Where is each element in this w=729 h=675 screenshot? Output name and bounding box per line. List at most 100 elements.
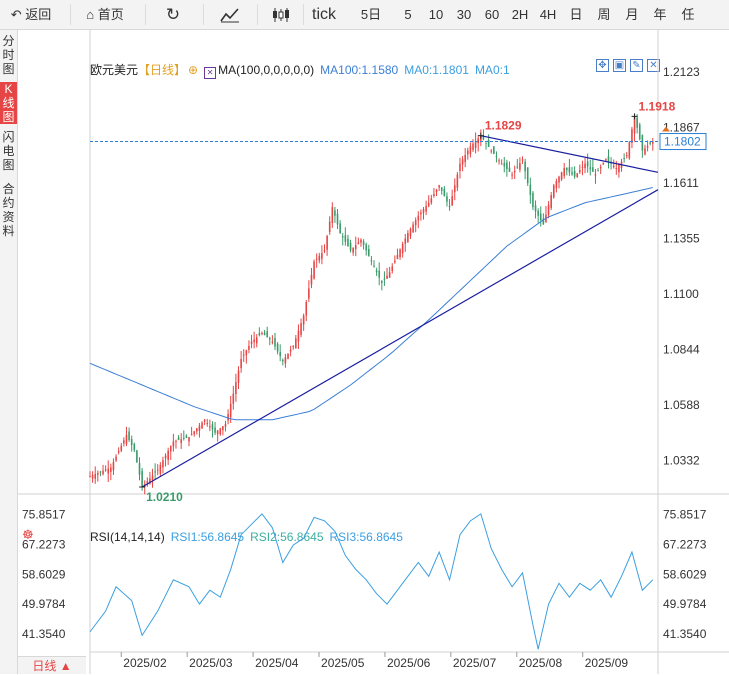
period-button-1[interactable]: 5 [404,7,412,22]
candle-body-48 [214,427,216,433]
sidebar-item-3[interactable]: 合约资料 [2,182,15,238]
y-tick-label-7: 1.0332 [663,454,700,468]
candle-body-49 [216,430,219,434]
candle-body-41 [196,428,198,432]
candle-body-88 [318,255,321,261]
period-button-11[interactable]: 任 [681,7,695,22]
candle-body-3 [97,472,99,475]
candle-body-189 [581,166,584,168]
candle-body-56 [235,382,237,395]
candle-body-188 [579,170,581,173]
candle-body-149 [477,138,480,144]
indicator-button[interactable] [215,0,245,29]
candle-body-70 [271,341,274,343]
candle-body-130 [427,202,430,207]
candle-body-84 [308,288,310,299]
candle-body-26 [156,469,159,471]
sidebar-item-0[interactable]: 分时图 [2,34,15,76]
candle-body-143 [461,159,464,165]
candle-body-148 [474,140,477,148]
candle-body-151 [482,136,485,140]
ma-label: MA(100,0,0,0,0,0) [218,63,315,77]
rsi1-value: RSI1:56.8645 [170,530,245,544]
candle-body-201 [612,165,615,168]
candle-body-13 [123,440,125,444]
candle-body-74 [282,359,284,362]
back-arrow-icon: ↶ [10,7,22,22]
candle-body-169 [529,184,532,196]
candle-body-124 [412,224,414,233]
candle-body-106 [365,244,367,251]
candle-body-71 [274,338,276,347]
layout-icon[interactable]: ▣ [613,59,626,72]
candle-body-34 [177,437,180,440]
home-button[interactable]: ⌂ 首页 [80,0,130,29]
candle-body-190 [584,163,586,169]
rsi-settings-icon[interactable]: ☸ [22,527,34,542]
candle-body-193 [592,167,594,172]
candle-body-57 [237,370,240,383]
period-button-8[interactable]: 周 [597,7,611,22]
candle-body-0 [89,476,91,478]
back-button[interactable]: ↶ 返回 [6,0,56,29]
ma-indicator-icon: ✕ [204,67,217,79]
candle-body-42 [198,425,201,431]
candle-body-96 [339,223,341,234]
period-button-0[interactable]: 5日 [360,7,382,22]
candle-body-160 [506,162,508,170]
period-button-10[interactable]: 年 [653,7,667,22]
period-button-9[interactable]: 月 [625,7,639,22]
candle-body-103 [357,242,360,245]
candle-body-98 [344,235,347,242]
candle-body-114 [386,275,388,279]
candle-body-6 [104,469,107,471]
candle-body-9 [112,462,115,471]
candle-body-31 [169,446,172,452]
period-button-3[interactable]: 30 [456,7,472,22]
candle-body-53 [227,413,229,421]
candle-body-135 [440,187,443,191]
period-button-5[interactable]: 2H [511,7,529,22]
period-button-7[interactable]: 日 [569,7,583,22]
x-tick-label-5: 2025/07 [453,656,497,670]
period-selector[interactable]: 日线 ▲ [18,656,86,674]
candle-body-37 [185,435,188,438]
candle-body-144 [464,154,466,163]
y-tick-label-1: 1.1867 [663,120,700,134]
settings-icon[interactable]: ⊕ [188,63,199,77]
candle-body-19 [138,463,141,475]
close-icon[interactable]: ✕ [647,59,660,72]
refresh-button[interactable]: ↻ [158,0,188,29]
candle-body-110 [375,270,378,273]
period-button-6[interactable]: 4H [539,7,557,22]
candlestick-button[interactable] [266,0,296,29]
candle-body-104 [360,239,362,243]
candle-body-185 [571,172,573,175]
chart-area: 欧元美元【日线】 ⊕ ✕ MA(100,0,0,0,0,0) MA100:1.1580 M… [18,30,729,674]
y-tick-label-2: 1.1611 [663,176,699,190]
candle-body-83 [305,302,308,316]
candle-body-146 [469,146,472,155]
toolbar: ↶ 返回 ⌂ 首页 ↻ tick 5日 5 10 30 60 2H 4H 日周月年任 [0,0,729,30]
period-button-4[interactable]: 60 [484,7,500,22]
expand-icon[interactable]: ✥ [596,59,609,72]
candle-body-183 [566,167,568,171]
candle-body-69 [268,338,271,340]
candle-body-145 [466,150,469,155]
candle-body-107 [367,249,370,256]
candle-body-207 [628,142,631,159]
candle-body-186 [573,170,576,177]
candle-body-87 [315,258,318,260]
edit-icon[interactable]: ✎ [630,59,643,72]
candle-body-11 [117,451,120,453]
rsi2-value: RSI2:56.8645 [250,530,324,544]
period-button-2[interactable]: 10 [428,7,444,22]
candle-body-164 [516,166,519,168]
candle-body-198 [605,159,607,161]
candle-body-127 [420,212,422,215]
tick-button[interactable]: tick [312,6,336,23]
sidebar-item-2[interactable]: 闪电图 [2,130,15,172]
x-tick-label-2: 2025/04 [255,656,299,670]
candle-body-63 [253,339,255,343]
